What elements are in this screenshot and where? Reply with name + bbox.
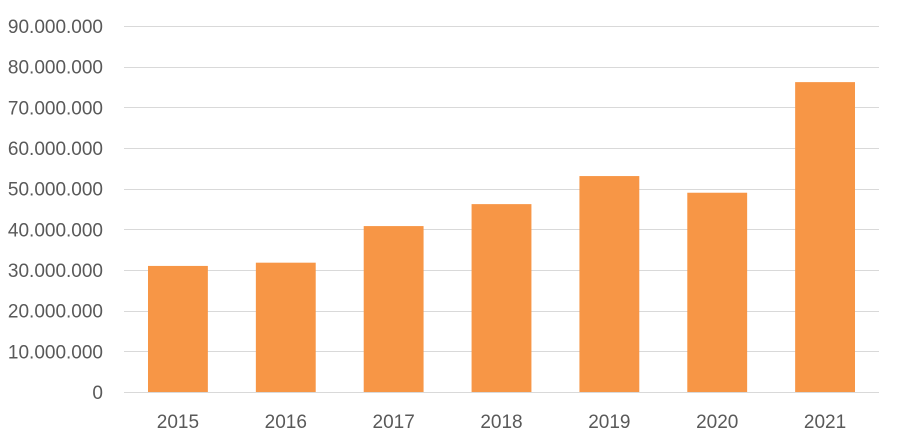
bar-2021: [795, 82, 856, 393]
y-tick-label: 30.000.000: [8, 261, 103, 282]
y-axis-tick-labels: 0 10.000.000 20.000.000 30.000.000 40.000.00…: [8, 17, 103, 404]
y-tick-label: 90.000.000: [8, 17, 103, 38]
gridlines: [124, 26, 879, 352]
bar-2020: [687, 192, 748, 392]
x-tick-label: 2018: [480, 412, 522, 433]
y-tick-label: 20.000.000: [8, 302, 103, 323]
bar-2019: [579, 176, 640, 392]
bar-2015: [147, 265, 208, 392]
y-tick-label: 80.000.000: [8, 58, 103, 79]
x-tick-label: 2016: [265, 412, 307, 433]
bar-2017: [363, 226, 424, 392]
x-tick-label: 2020: [696, 412, 738, 433]
bar-2018: [471, 204, 532, 392]
x-tick-label: 2019: [588, 412, 630, 433]
y-tick-label: 40.000.000: [8, 220, 103, 241]
bars: [147, 82, 856, 393]
x-tick-label: 2021: [804, 412, 846, 433]
y-tick-label: 0: [92, 383, 103, 404]
y-tick-label: 60.000.000: [8, 139, 103, 160]
x-tick-label: 2015: [157, 412, 199, 433]
y-tick-label: 10.000.000: [8, 342, 103, 363]
y-tick-label: 50.000.000: [8, 180, 103, 201]
bar-2016: [255, 262, 316, 392]
y-tick-label: 70.000.000: [8, 98, 103, 119]
x-axis-tick-labels: 2015 2016 2017 2018 2019 2020 2021: [157, 412, 846, 433]
x-tick-label: 2017: [373, 412, 415, 433]
